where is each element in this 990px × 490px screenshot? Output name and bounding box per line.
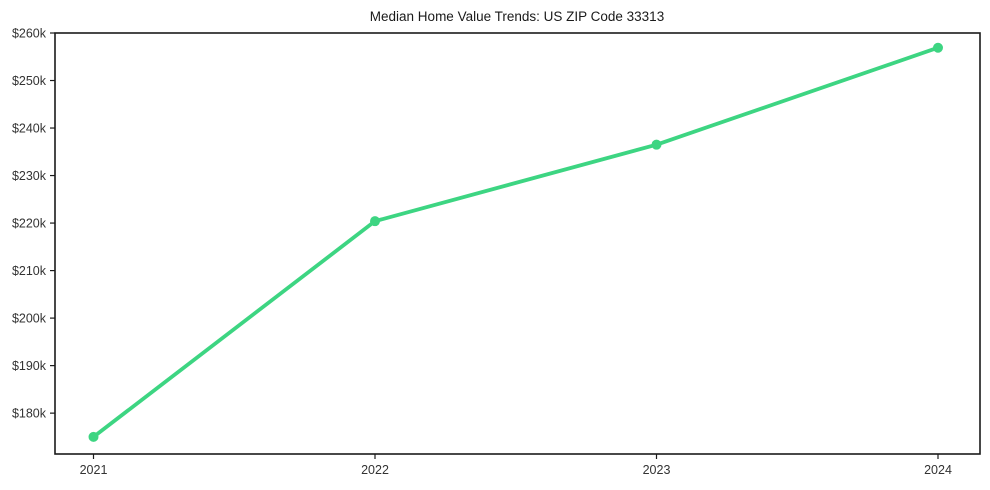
y-tick-label: $180k: [12, 407, 47, 421]
plot-area: $180k $190k $200k $210k $220k $230k $240k $250k…: [12, 27, 981, 477]
y-tick-label: $260k: [12, 27, 47, 41]
y-tick-label: $250k: [12, 74, 47, 88]
x-tick-label: 2021: [80, 463, 108, 477]
y-tick-label: $200k: [12, 312, 47, 326]
data-point: [933, 42, 943, 53]
data-point: [651, 139, 662, 150]
y-tick-label: $230k: [12, 169, 47, 183]
y-tick-label: $240k: [12, 122, 47, 136]
y-tick-label: $220k: [12, 217, 47, 231]
x-tick-label: 2024: [924, 463, 952, 477]
data-point: [370, 216, 380, 227]
y-tick-label: $210k: [12, 264, 47, 278]
axis-frame: [54, 32, 981, 455]
y-tick-label: $190k: [12, 359, 47, 373]
chart-title: Median Home Value Trends: US ZIP Code 33…: [370, 9, 664, 24]
x-tick-label: 2023: [643, 463, 671, 477]
data-line: [91, 45, 940, 439]
data-point: [88, 431, 99, 442]
x-tick-label: 2022: [361, 463, 389, 477]
